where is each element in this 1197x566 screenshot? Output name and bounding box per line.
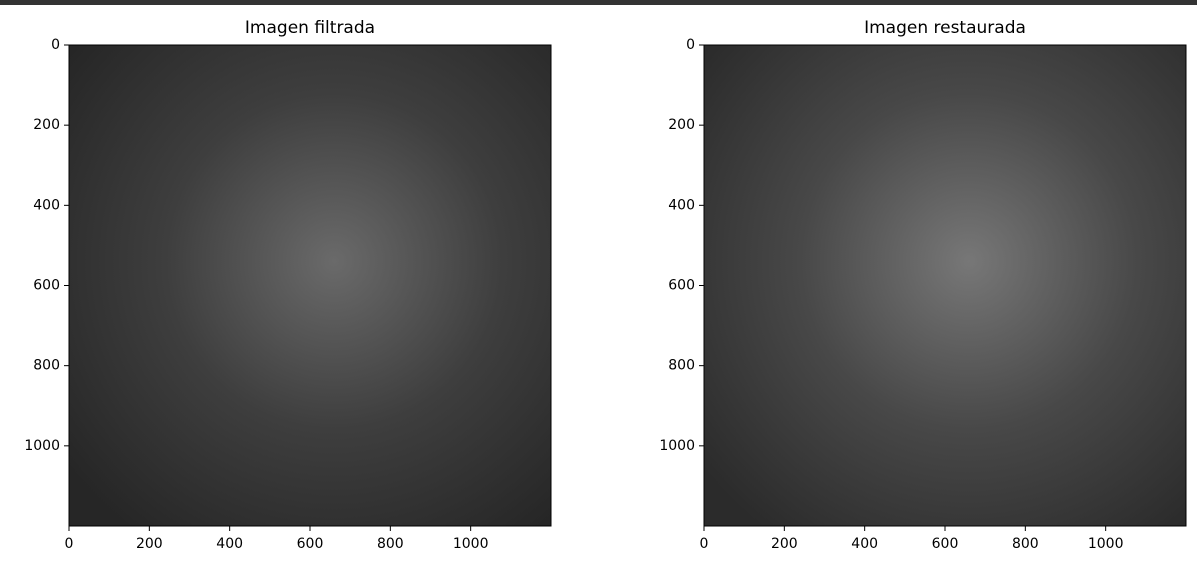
y-tick-label: 800 <box>33 358 60 374</box>
x-tick-label: 400 <box>216 536 243 552</box>
y-tick-label: 600 <box>668 278 695 294</box>
top-bar <box>0 0 1197 5</box>
x-tick-label: 800 <box>1012 536 1039 552</box>
y-tick-label: 200 <box>668 117 695 133</box>
x-tick-label: 200 <box>136 536 163 552</box>
y-tick-label: 400 <box>668 197 695 213</box>
chart-title: Imagen restaurada <box>864 18 1026 38</box>
y-tick-label: 0 <box>686 37 695 53</box>
x-tick-label: 1000 <box>1088 536 1124 552</box>
x-tick-label: 200 <box>771 536 798 552</box>
y-tick-label: 200 <box>33 117 60 133</box>
x-tick-label: 1000 <box>453 536 489 552</box>
x-tick-label: 0 <box>700 536 709 552</box>
x-tick-label: 600 <box>932 536 959 552</box>
y-tick-label: 600 <box>33 278 60 294</box>
x-tick-label: 0 <box>65 536 74 552</box>
image <box>69 45 551 526</box>
y-tick-label: 0 <box>51 37 60 53</box>
x-tick-label: 600 <box>297 536 324 552</box>
y-tick-label: 800 <box>668 358 695 374</box>
y-tick-label: 1000 <box>24 438 60 454</box>
chart-title: Imagen filtrada <box>245 18 375 38</box>
y-tick-label: 1000 <box>659 438 695 454</box>
image <box>704 45 1186 526</box>
x-tick-label: 800 <box>377 536 404 552</box>
y-tick-label: 400 <box>33 197 60 213</box>
x-tick-label: 400 <box>851 536 878 552</box>
